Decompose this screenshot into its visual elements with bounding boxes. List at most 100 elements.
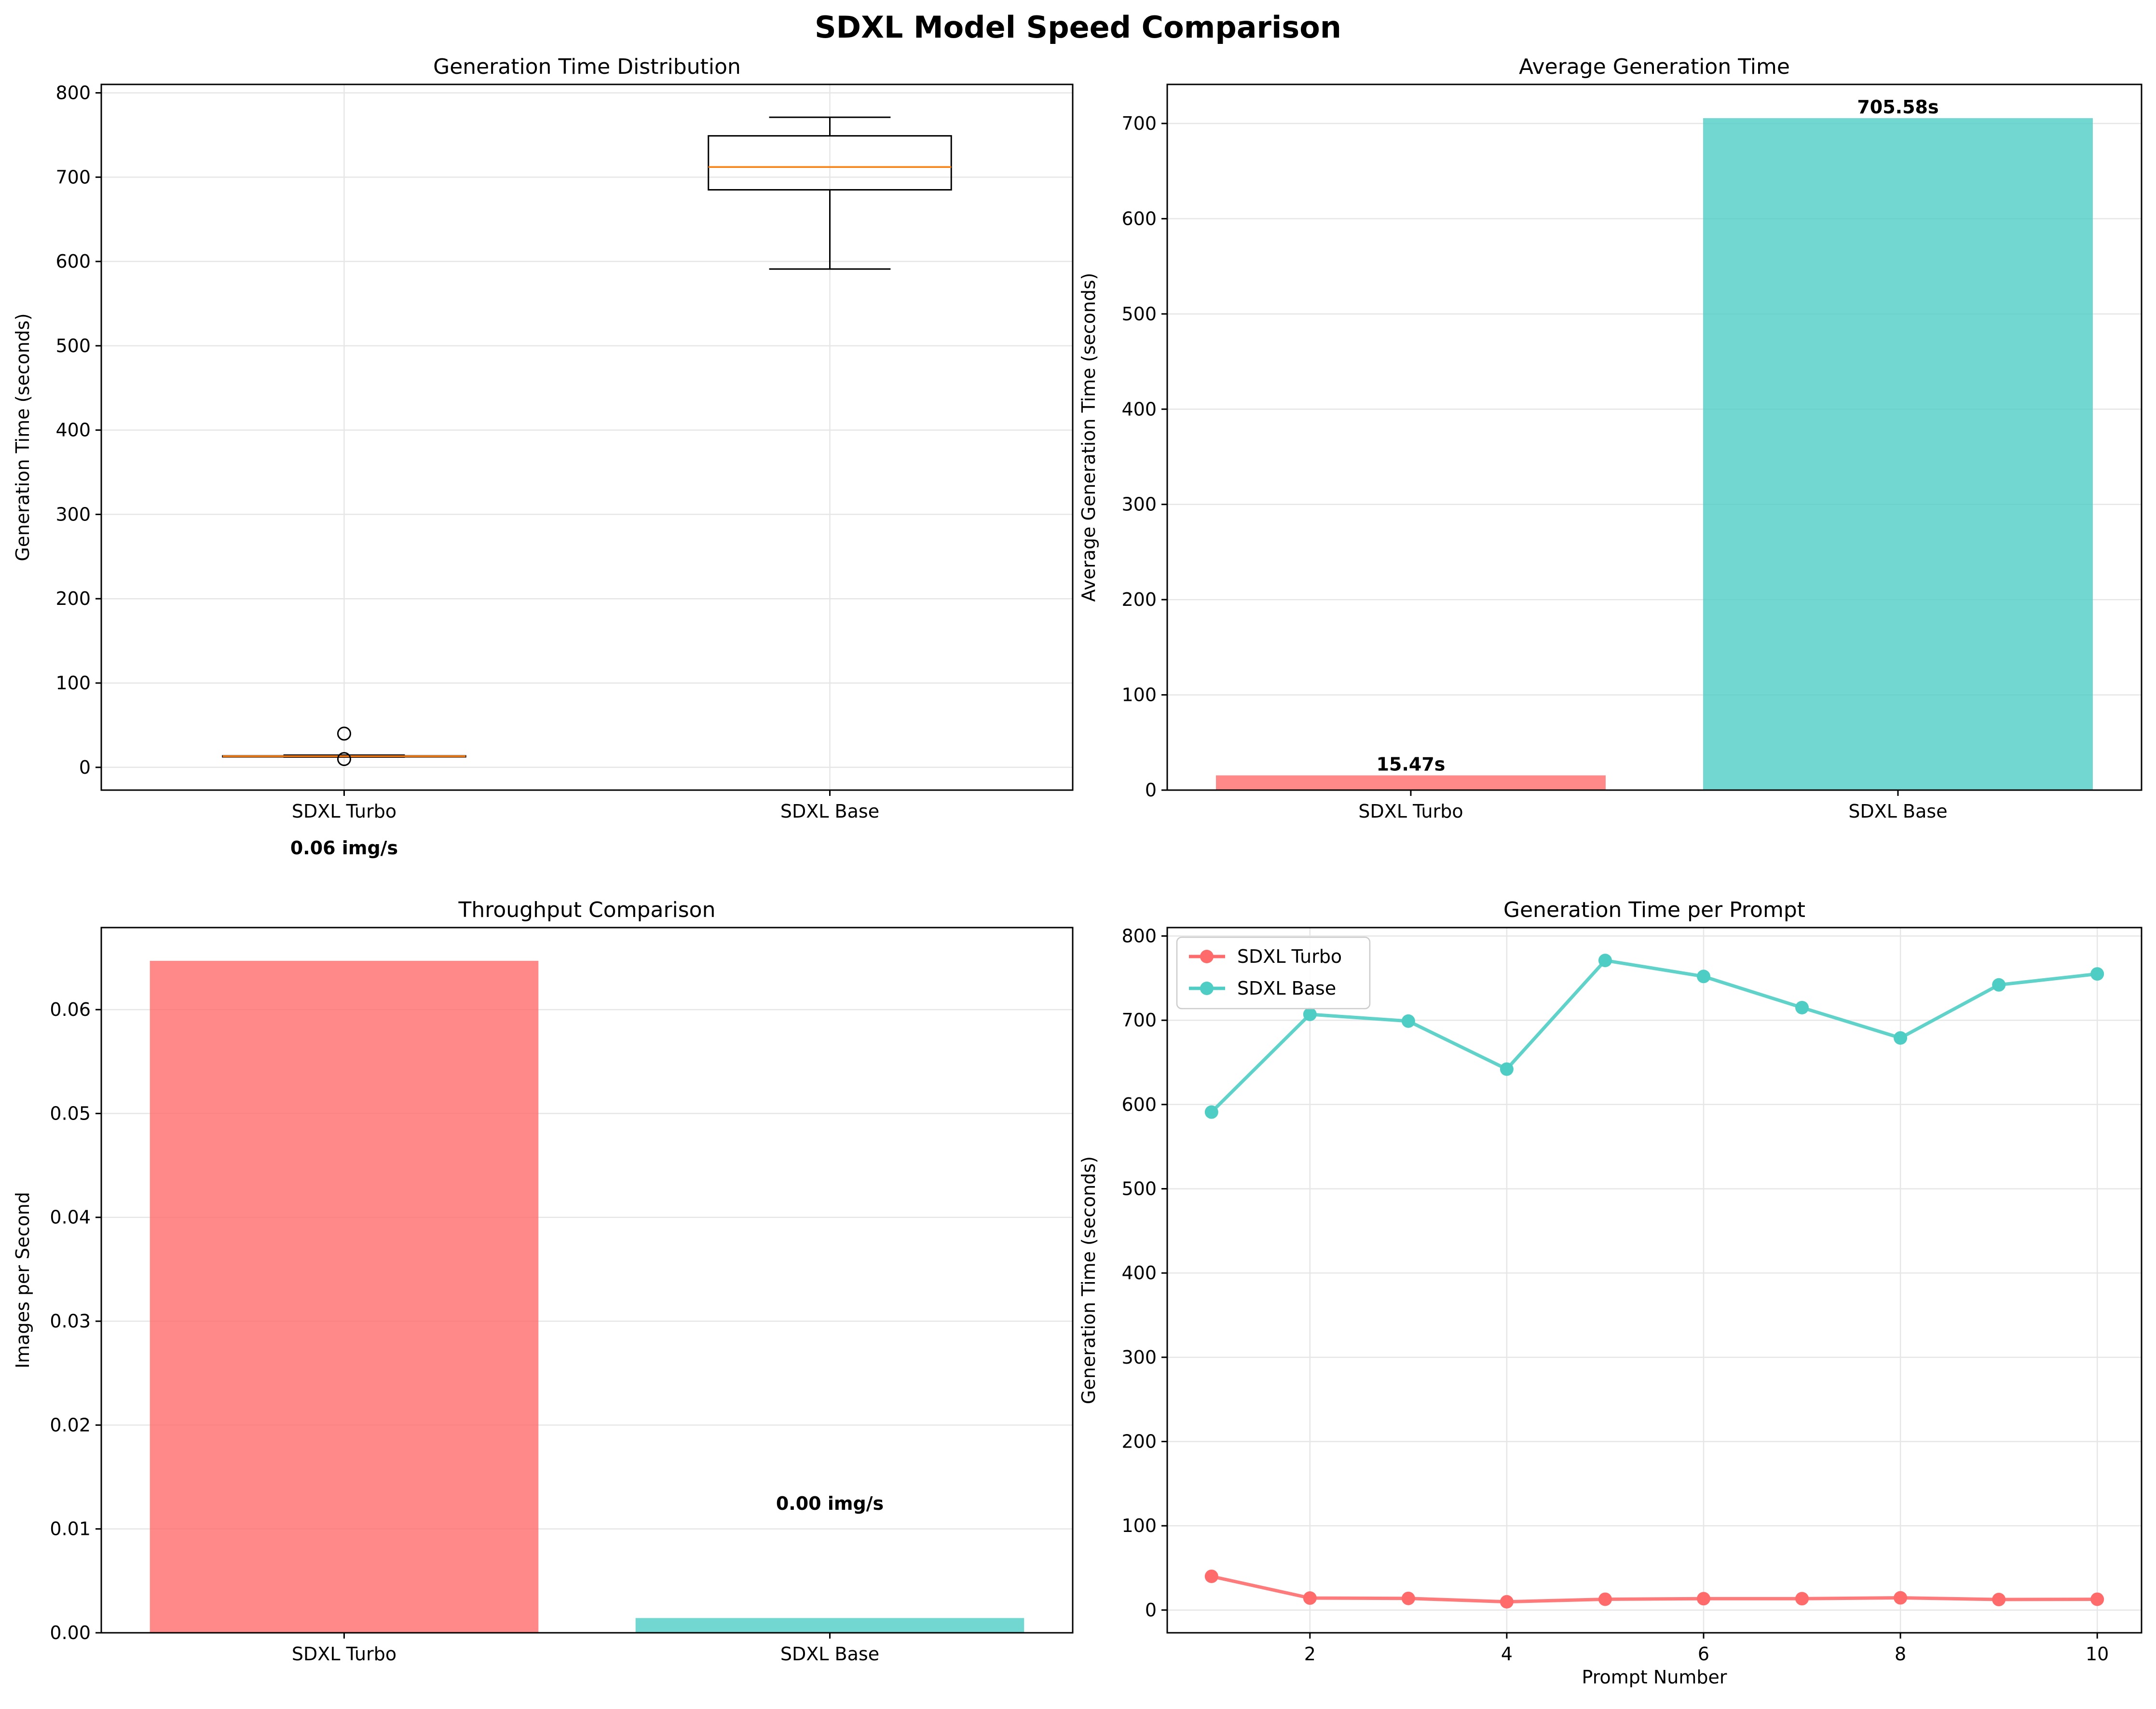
- box-plot-panel: Generation Time Distribution Generation T…: [12, 55, 1074, 859]
- legend-swatch-marker: [1200, 982, 1214, 995]
- x-tick-label: SDXL Turbo: [292, 1643, 396, 1665]
- data-point-sdxl-turbo: [2090, 1592, 2104, 1606]
- y-axis-label: Average Generation Time (seconds): [1078, 273, 1099, 602]
- x-tick-label: SDXL Base: [780, 1643, 879, 1665]
- y-tick-label: 100: [1121, 1515, 1157, 1536]
- data-point-sdxl-turbo: [1598, 1592, 1612, 1606]
- bar-sdxl-turbo: [1216, 775, 1606, 790]
- y-tick-label: 0: [1145, 1600, 1157, 1621]
- y-axis-label: Generation Time (seconds): [1078, 1156, 1099, 1404]
- x-tick-label: 4: [1501, 1643, 1513, 1665]
- data-point-sdxl-turbo: [1795, 1592, 1809, 1606]
- series-line-sdxl-base: [1210, 958, 2098, 1113]
- legend: SDXL Turbo SDXL Base: [1176, 936, 1371, 1010]
- axes-frame: [1166, 83, 2142, 791]
- y-tick-label: 700: [1121, 1010, 1157, 1031]
- y-tick-label: 0.01: [50, 1518, 91, 1540]
- y-tick-label: 100: [55, 672, 91, 694]
- bar-chart-panel: Throughput Comparison Images per Second 0.…: [12, 898, 1074, 1665]
- bar-value-label: 705.58s: [1857, 96, 1938, 118]
- data-point-sdxl-base: [1598, 954, 1612, 968]
- axes-frame: [1166, 927, 2142, 1634]
- data-point-sdxl-base: [1401, 1014, 1415, 1028]
- bar-sdxl-turbo: [150, 960, 539, 1633]
- y-tick-label: 500: [1121, 303, 1157, 325]
- x-tick-label: 6: [1698, 1643, 1709, 1665]
- bar-sdxl-base: [1703, 118, 2093, 791]
- series-line-sdxl-turbo: [1211, 1574, 2098, 1604]
- data-point-sdxl-base: [1894, 1031, 1908, 1045]
- y-tick-label: 200: [1121, 589, 1157, 610]
- data-point-sdxl-base: [1795, 1000, 1809, 1014]
- y-tick-label: 800: [55, 82, 91, 103]
- data-point-sdxl-base: [2090, 967, 2104, 981]
- data-point-sdxl-turbo: [1697, 1592, 1711, 1606]
- y-tick-label: 600: [1121, 208, 1157, 229]
- x-tick-label: 2: [1304, 1643, 1316, 1665]
- panel-title: Throughput Comparison: [458, 898, 715, 922]
- y-tick-label: 500: [1121, 1178, 1157, 1199]
- data-point-sdxl-turbo: [1992, 1593, 2006, 1607]
- y-tick-label: 400: [1121, 1262, 1157, 1284]
- y-tick-label: 400: [55, 420, 91, 441]
- y-tick-label: 600: [55, 251, 91, 272]
- y-tick-label: 0.03: [50, 1311, 91, 1332]
- y-tick-label: 100: [1121, 684, 1157, 706]
- axes-frame: [100, 927, 1074, 1634]
- outlier-point: [337, 752, 351, 766]
- x-tick-label: SDXL Turbo: [1358, 801, 1463, 822]
- x-tick-label: SDXL Base: [780, 801, 879, 822]
- y-axis-label: Generation Time (seconds): [12, 313, 33, 561]
- legend-swatch-marker: [1200, 950, 1214, 963]
- bar-value-label: 15.47s: [1377, 753, 1446, 775]
- y-tick-label: 600: [1121, 1094, 1157, 1115]
- x-tick-label: SDXL Base: [1848, 801, 1947, 822]
- x-axis-label: Prompt Number: [1582, 1667, 1727, 1688]
- y-tick-label: 300: [55, 504, 91, 525]
- data-point-sdxl-turbo: [1500, 1595, 1514, 1609]
- x-tick-label: SDXL Turbo: [292, 801, 396, 822]
- data-point-sdxl-turbo: [1401, 1591, 1415, 1605]
- y-tick-label: 700: [1121, 113, 1157, 134]
- panel-title: Average Generation Time: [1519, 55, 1790, 79]
- x-tick-label: 8: [1895, 1643, 1906, 1665]
- annotation-label: 0.06 img/s: [290, 837, 398, 859]
- data-point-sdxl-turbo: [1894, 1591, 1908, 1605]
- data-point-sdxl-base: [1204, 1105, 1218, 1119]
- y-tick-label: 800: [1121, 925, 1157, 946]
- bar-sdxl-base: [635, 1618, 1024, 1633]
- data-point-sdxl-turbo: [1303, 1591, 1317, 1605]
- figure-title: SDXL Model Speed Comparison: [815, 10, 1341, 45]
- legend-label: SDXL Turbo: [1237, 946, 1342, 967]
- box: [708, 135, 952, 191]
- y-tick-label: 0: [1145, 779, 1157, 801]
- y-tick-label: 0.05: [50, 1103, 91, 1124]
- y-tick-label: 0.02: [50, 1414, 91, 1436]
- panel-title: Generation Time Distribution: [433, 55, 741, 79]
- data-point-sdxl-base: [1697, 970, 1711, 984]
- y-tick-label: 200: [1121, 1431, 1157, 1452]
- line-chart-panel: Generation Time per Prompt Generation Tim…: [1078, 898, 2142, 1688]
- y-tick-label: 200: [55, 588, 91, 609]
- y-tick-label: 300: [1121, 494, 1157, 515]
- x-tick-label: 10: [2086, 1643, 2109, 1665]
- axes-frame: [100, 83, 1074, 791]
- legend-label: SDXL Base: [1237, 978, 1336, 999]
- y-tick-label: 500: [55, 335, 91, 356]
- data-point-sdxl-base: [1303, 1007, 1317, 1021]
- y-tick-label: 300: [1121, 1347, 1157, 1368]
- y-tick-label: 0: [79, 757, 91, 778]
- outlier-point: [337, 726, 351, 741]
- y-tick-label: 0.00: [50, 1622, 91, 1643]
- bar-chart-panel: Average Generation Time Average Generatio…: [1078, 55, 2142, 822]
- y-tick-label: 700: [55, 166, 91, 188]
- data-point-sdxl-base: [1992, 978, 2006, 992]
- y-tick-label: 0.06: [50, 999, 91, 1020]
- data-point-sdxl-turbo: [1204, 1569, 1218, 1583]
- annotation-label: 0.00 img/s: [776, 1493, 884, 1514]
- y-axis-label: Images per Second: [12, 1192, 33, 1368]
- data-point-sdxl-base: [1500, 1062, 1514, 1076]
- y-tick-label: 400: [1121, 398, 1157, 420]
- y-tick-label: 0.04: [50, 1207, 91, 1228]
